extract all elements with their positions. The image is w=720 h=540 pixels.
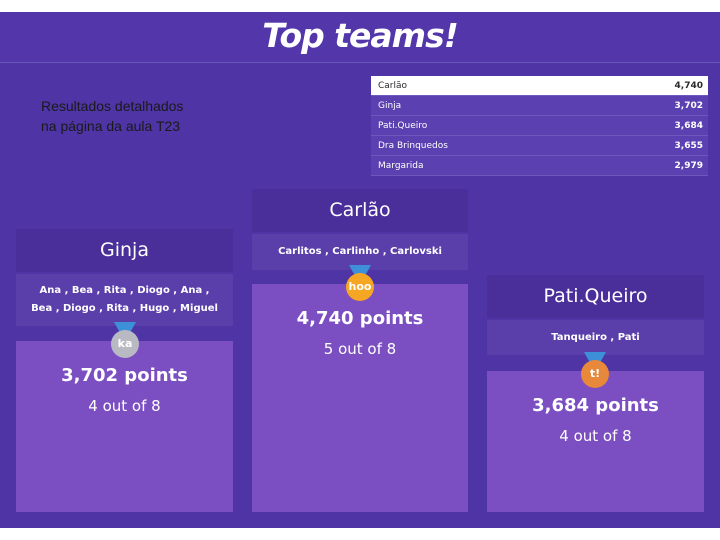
leaderboard-row: Carlão 4,740 xyxy=(371,76,708,96)
team-score: 4,740 xyxy=(674,81,703,91)
first-place-badge: hoo xyxy=(346,273,374,301)
second-place-points: 3,702 points xyxy=(61,365,188,386)
second-place-members: Ana , Bea , Rita , Diogo , Ana , Bea , D… xyxy=(16,274,233,326)
members-line: Ana , Bea , Rita , Diogo , Ana , xyxy=(39,285,210,296)
third-place-badge: t! xyxy=(581,360,609,388)
third-place-correct: 4 out of 8 xyxy=(559,427,632,445)
members-line: Bea , Diogo , Rita , Hugo , Miguel xyxy=(31,303,218,314)
leaderboard-row: Margarida 2,979 xyxy=(371,156,708,176)
leaderboard-row: Ginja 3,702 xyxy=(371,96,708,116)
second-place-team-name: Ginja xyxy=(16,229,233,272)
quiz-results-screen: Top teams! Carlão 4,740 Ginja 3,702 Pati… xyxy=(0,12,720,528)
note-line: na página da aula T23 xyxy=(41,118,181,134)
header-band: Top teams! xyxy=(0,12,720,63)
team-name: Margarida xyxy=(378,161,424,171)
second-place-podium: 3,702 points 4 out of 8 xyxy=(16,341,233,512)
team-score: 3,702 xyxy=(674,101,703,111)
third-place-members: Tanqueiro , Pati xyxy=(487,320,704,355)
gold-medal-icon: hoo xyxy=(345,265,375,301)
third-place-team-name: Pati.Queiro xyxy=(487,275,704,318)
third-place-podium: 3,684 points 4 out of 8 xyxy=(487,371,704,512)
team-score: 3,684 xyxy=(674,121,703,131)
team-name: Carlão xyxy=(378,81,408,91)
results-note: Resultados detalhados na página da aula … xyxy=(41,96,261,136)
team-score: 2,979 xyxy=(674,161,703,171)
silver-medal-icon: ka xyxy=(110,322,140,358)
second-place-badge: ka xyxy=(111,330,139,358)
third-place-points: 3,684 points xyxy=(532,395,659,416)
second-place-correct: 4 out of 8 xyxy=(88,397,161,415)
first-place-podium: 4,740 points 5 out of 8 xyxy=(252,284,468,512)
team-name: Dra Brinquedos xyxy=(378,141,448,151)
note-line: Resultados detalhados xyxy=(41,98,184,114)
leaderboard-row: Pati.Queiro 3,684 xyxy=(371,116,708,136)
team-name: Ginja xyxy=(378,101,402,111)
team-name: Pati.Queiro xyxy=(378,121,428,131)
leaderboard: Carlão 4,740 Ginja 3,702 Pati.Queiro 3,6… xyxy=(371,76,708,176)
first-place-members: Carlitos , Carlinho , Carlovski xyxy=(252,234,468,270)
bronze-medal-icon: t! xyxy=(580,352,610,388)
first-place-team-name: Carlão xyxy=(252,189,468,232)
leaderboard-row: Dra Brinquedos 3,655 xyxy=(371,136,708,156)
first-place-correct: 5 out of 8 xyxy=(323,340,397,358)
first-place-points: 4,740 points xyxy=(296,308,424,329)
team-score: 3,655 xyxy=(674,141,703,151)
page-title: Top teams! xyxy=(262,16,459,55)
